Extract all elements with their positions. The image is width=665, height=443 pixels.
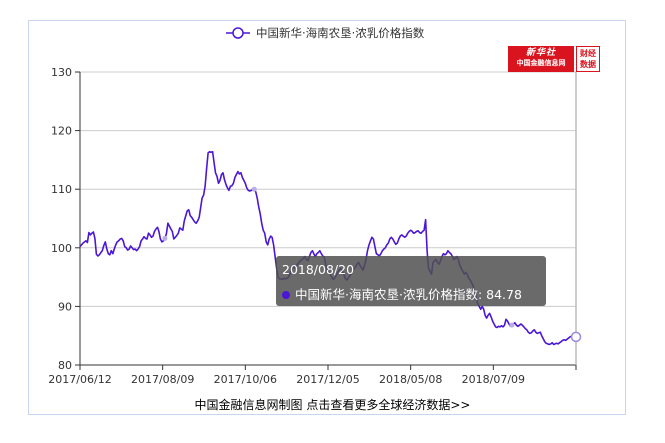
tooltip-date: 2018/08/20	[282, 262, 355, 277]
y-tick-label-90: 90	[58, 300, 72, 313]
logo-name: 新华社	[525, 48, 556, 58]
x-tick-label-2: 2017/10/06	[214, 373, 277, 386]
x-tick-label-4: 2018/05/08	[379, 373, 442, 386]
logo-badge-line1: 财经	[580, 49, 596, 58]
logo-badge-line2: 数据	[580, 60, 596, 69]
grid-lines	[80, 71, 576, 307]
y-tick-label-100: 100	[51, 242, 72, 255]
footer-link[interactable]: 中国金融信息网制图 点击查看更多全球经济数据>>	[194, 398, 471, 412]
xinhua-finance-logo[interactable]: 新华社 中国金融信息网 财经 数据	[508, 46, 600, 72]
tooltip-value: 84.78	[486, 287, 522, 302]
legend-label: 中国新华·海南农垦·浓乳价格指数	[256, 26, 425, 40]
series-point-marker-0	[162, 235, 168, 241]
y-tick-label-120: 120	[51, 125, 72, 138]
y-tick-label-130: 130	[51, 66, 72, 79]
x-tick-label-5: 2018/07/09	[462, 373, 525, 386]
legend-marker-icon	[232, 27, 244, 39]
y-tick-label-80: 80	[58, 359, 72, 372]
tooltip-series-name: 中国新华·海南农垦·浓乳价格指数	[295, 287, 478, 302]
axes	[79, 72, 577, 366]
series-point-marker-1	[251, 186, 257, 192]
tooltip-separator: :	[477, 287, 487, 302]
logo-subtitle: 中国金融信息网	[516, 59, 566, 67]
y-tick-label-110: 110	[51, 183, 72, 196]
y-axis-ticks: 80 90 100 110 120 130	[51, 66, 80, 372]
tooltip-series-dot-icon	[282, 291, 290, 299]
tooltip-row: 中国新华·海南农垦·浓乳价格指数: 84.78	[282, 284, 522, 303]
data-tooltip: 2018/08/20 中国新华·海南农垦·浓乳价格指数: 84.78	[276, 256, 546, 306]
series-point-marker-2	[509, 322, 515, 328]
logo-red-block: 新华社 中国金融信息网	[508, 46, 574, 72]
hover-point-marker	[570, 331, 582, 343]
legend[interactable]: 中国新华·海南农垦·浓乳价格指数	[226, 26, 425, 40]
x-tick-label-0: 2017/06/12	[48, 373, 111, 386]
x-tick-label-3: 2017/12/05	[296, 373, 359, 386]
x-axis-ticks: 2017/06/12 2017/08/09 2017/10/06 2017/12/05…	[48, 365, 577, 386]
logo-badge: 财经 数据	[576, 46, 600, 72]
chart-frame	[28, 20, 626, 415]
x-tick-label-1: 2017/08/09	[131, 373, 194, 386]
